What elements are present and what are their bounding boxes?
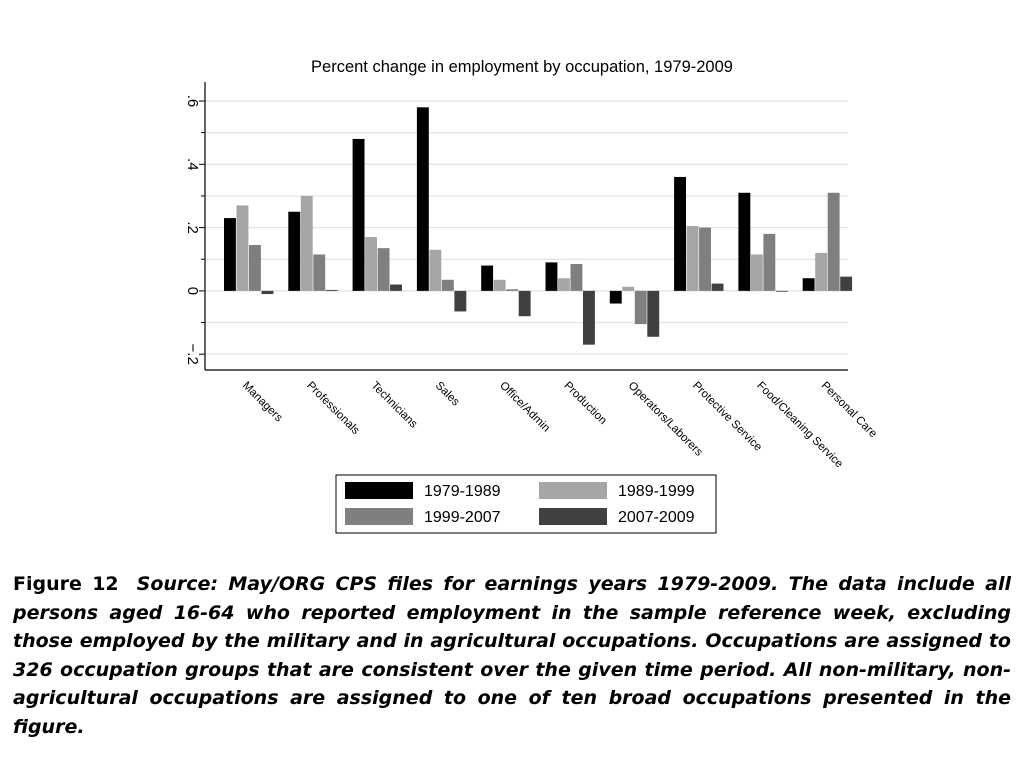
x-tick-label: Professionals <box>304 380 361 437</box>
legend-label: 1989-1999 <box>618 483 695 500</box>
legend-label: 1979-1989 <box>424 483 501 500</box>
legend-swatch <box>345 482 413 499</box>
bar <box>313 254 326 291</box>
bar <box>518 290 531 317</box>
bar <box>763 233 776 291</box>
bar <box>481 265 494 291</box>
bar <box>300 195 313 291</box>
bar <box>609 290 622 304</box>
bar <box>622 286 635 291</box>
chart-title: Percent change in employment by occupati… <box>311 58 733 76</box>
bar <box>775 290 788 292</box>
x-tick-label: Managers <box>240 380 285 425</box>
x-tick-label: Office/Admin <box>497 380 552 435</box>
x-tick-labels: Managers Professionals Technicians Sales Off… <box>240 380 879 471</box>
bars <box>224 107 853 345</box>
bar <box>634 290 647 325</box>
y-tick-label: −.2 <box>184 344 201 365</box>
x-tick-label: Operators/Laborers <box>626 380 705 459</box>
x-tick-label: Production <box>561 380 608 427</box>
legend: 1979-1989 1989-1999 1999-2007 2007-2009 <box>335 474 717 534</box>
bar <box>711 283 724 291</box>
bar <box>365 237 377 291</box>
x-tick-label: Personal Care <box>819 380 879 440</box>
y-tick-labels: −.2 0 .2 .4 .6 <box>184 95 201 365</box>
bar <box>558 278 570 291</box>
axes <box>199 82 848 371</box>
bar <box>493 279 506 291</box>
bar <box>815 252 828 291</box>
bar <box>647 290 660 337</box>
legend-swatch <box>539 482 607 499</box>
y-tick-label: .6 <box>184 95 201 108</box>
x-tick-label: Technicians <box>368 380 419 431</box>
bar <box>377 248 390 291</box>
legend-swatch <box>345 508 413 525</box>
bar <box>224 218 236 291</box>
bar <box>570 263 583 291</box>
bar <box>738 192 751 291</box>
bar <box>674 176 686 291</box>
legend-label: 1999-2007 <box>424 509 501 526</box>
figure-label: Figure 12 <box>13 573 119 595</box>
legend-swatch <box>539 508 607 525</box>
bar <box>802 278 815 291</box>
bar <box>441 279 454 291</box>
y-tick-label: .4 <box>184 158 201 171</box>
bar <box>699 227 711 291</box>
bar <box>686 226 699 291</box>
bar <box>352 138 365 291</box>
bar <box>236 205 249 291</box>
bar <box>454 290 467 312</box>
bar <box>429 249 442 291</box>
bar <box>506 289 519 291</box>
bar <box>288 211 301 291</box>
figure-caption-text: Source: May/ORG CPS files for earnings y… <box>13 573 1011 738</box>
bar <box>750 254 763 291</box>
legend-label: 2007-2009 <box>618 509 695 526</box>
bar <box>545 262 558 291</box>
bar <box>416 107 429 291</box>
gridlines <box>206 100 848 355</box>
bar <box>827 192 840 291</box>
figure-caption: Figure 12 Source: May/ORG CPS files for e… <box>13 570 1011 741</box>
bar <box>325 289 338 291</box>
y-tick-label: .2 <box>184 221 201 234</box>
bar <box>261 290 274 295</box>
bar <box>249 244 261 291</box>
employment-change-chart: Percent change in employment by occupati… <box>184 58 879 534</box>
x-tick-label: Sales <box>433 380 462 409</box>
x-tick-label: Protective Service <box>690 380 764 454</box>
bar <box>840 276 853 291</box>
bar <box>583 290 595 345</box>
bar <box>390 284 402 291</box>
y-tick-label: 0 <box>184 287 201 295</box>
